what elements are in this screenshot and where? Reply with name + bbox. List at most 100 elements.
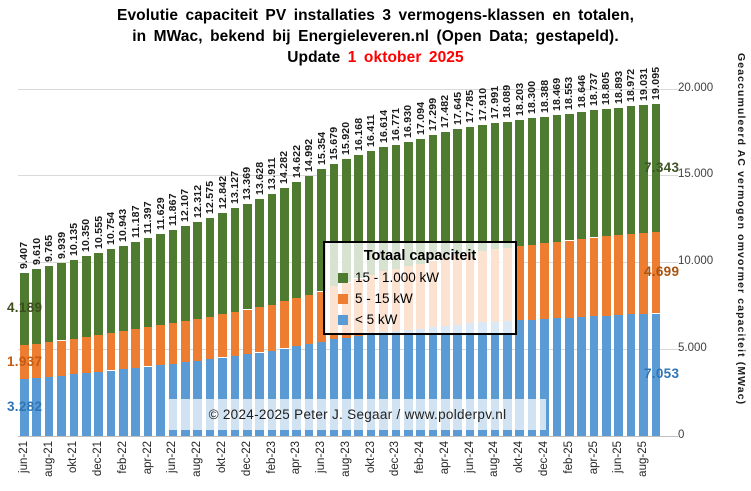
bar-total-label: 18.893 — [612, 70, 625, 104]
bar-segment-lt5kw — [379, 332, 388, 436]
bar-total-label: 10.135 — [67, 222, 80, 256]
bar-segment-5-15kw — [119, 331, 128, 370]
segment-value-label: 7.343 — [644, 159, 680, 175]
chart-title-line3: Update 1 oktober 2025 — [0, 47, 751, 68]
bar-segment-5-15kw — [577, 239, 586, 317]
bar-segment-lt5kw — [453, 324, 463, 436]
x-tick-label: jun-24 — [463, 441, 476, 473]
bar-total-label: 9.407 — [18, 241, 31, 269]
bar-segment-15-1000kw — [32, 269, 41, 344]
bar-total-label: 15.354 — [315, 131, 328, 166]
bar-segment-15-1000kw — [168, 229, 178, 324]
bar-segment-lt5kw — [131, 367, 141, 436]
bar-segment-15-1000kw — [131, 241, 141, 330]
bar-segment-lt5kw — [391, 331, 401, 436]
bar-segment-15-1000kw — [602, 109, 611, 237]
bar-segment-lt5kw — [354, 335, 363, 436]
bar-segment-15-1000kw — [57, 263, 66, 341]
bar-segment-lt5kw — [205, 359, 215, 436]
x-tick-label: dec-22 — [240, 441, 253, 477]
bar-total-label: 18.203 — [513, 82, 526, 116]
bar-total-label: 11.629 — [154, 197, 167, 230]
x-tick-label: okt-24 — [513, 441, 526, 473]
bar-segment-15-1000kw — [94, 252, 103, 335]
bar-segment-15-1000kw — [218, 212, 227, 315]
bar-segment-lt5kw — [366, 333, 376, 436]
bar-segment-15-1000kw — [515, 119, 524, 246]
bar-segment-5-15kw — [44, 342, 54, 377]
bar-segment-lt5kw — [589, 316, 599, 436]
bar-total-label: 10.555 — [92, 215, 105, 249]
bar-total-label: 9.610 — [30, 237, 43, 265]
bar-total-label: 18.469 — [550, 77, 563, 112]
bar-total-label: 17.645 — [451, 92, 464, 126]
bar-total-label: 13.369 — [241, 166, 254, 200]
bar-segment-5-15kw — [20, 345, 29, 379]
bar-segment-15-1000kw — [280, 187, 289, 302]
bar-total-label: 16.411 — [365, 114, 378, 147]
bar-segment-lt5kw — [441, 325, 450, 436]
legend-item-label: 5 - 15 kW — [355, 291, 413, 306]
bar-segment-15-1000kw — [503, 121, 512, 248]
bar-segment-15-1000kw — [181, 225, 190, 321]
x-tick-label: dec-24 — [538, 441, 550, 477]
bar-segment-lt5kw — [242, 354, 252, 436]
bar-total-label: 18.737 — [588, 73, 600, 107]
bar-segment-lt5kw — [552, 318, 562, 436]
bar-segment-5-15kw — [515, 246, 524, 321]
bar-segment-5-15kw — [193, 319, 202, 361]
y-tick-label: 15.000 — [678, 168, 714, 181]
bar-total-label: 18.089 — [501, 84, 514, 118]
bar-total-label: 15.679 — [327, 126, 340, 160]
y-axis-title: Geaccumuleerd AC vermogen omvormer capac… — [735, 53, 747, 406]
bar-segment-lt5kw — [490, 321, 500, 436]
bar-segment-5-15kw — [267, 304, 277, 351]
bar-segment-15-1000kw — [428, 135, 438, 261]
bar-segment-5-15kw — [106, 333, 116, 371]
bar-segment-15-1000kw — [527, 118, 537, 245]
bar-segment-5-15kw — [32, 343, 41, 378]
bar-segment-15-1000kw — [490, 123, 500, 250]
x-tick-label: jun-25 — [612, 441, 625, 473]
bar-total-label: 17.991 — [488, 86, 501, 120]
bar-segment-lt5kw — [465, 323, 475, 436]
bar-segment-lt5kw — [577, 316, 586, 436]
bar-segment-lt5kw — [527, 319, 537, 436]
chart-title-line1: Evolutie capaciteit PV installaties 3 ve… — [117, 7, 634, 24]
gridline — [18, 88, 678, 90]
bar-total-label: 12.842 — [216, 175, 229, 209]
bar-total-label: 18.805 — [600, 71, 613, 106]
legend-item-label: 15 - 1.000 kW — [355, 270, 440, 285]
x-tick-label: okt-22 — [216, 441, 228, 473]
x-tick-label: okt-23 — [364, 441, 377, 473]
x-tick-label: aug-22 — [191, 441, 204, 477]
x-tick-label: apr-24 — [438, 441, 451, 475]
x-tick-label: feb-25 — [562, 441, 575, 474]
bar-segment-lt5kw — [614, 315, 624, 436]
bar-segment-lt5kw — [230, 355, 240, 436]
y-tick-label: 20.000 — [678, 81, 714, 94]
bar-segment-15-1000kw — [119, 245, 128, 332]
bar-segment-lt5kw — [639, 313, 648, 436]
bar-total-label: 12.107 — [179, 188, 192, 222]
bar-segment-lt5kw — [69, 374, 79, 436]
y-tick-label: 10.000 — [678, 255, 714, 268]
bar-segment-15-1000kw — [354, 155, 363, 279]
bar-segment-15-1000kw — [255, 199, 264, 308]
bar-segment-5-15kw — [614, 235, 624, 315]
x-tick-label: feb-24 — [414, 441, 427, 474]
bar-segment-15-1000kw — [156, 233, 165, 326]
update-label: Update — [287, 49, 348, 66]
bar-total-label: 12.312 — [191, 184, 204, 219]
bar-total-label: 16.771 — [389, 107, 402, 141]
x-tick-label: jun-23 — [315, 441, 327, 473]
bar-total-label: 11.867 — [166, 193, 179, 226]
bar-segment-5-15kw — [156, 325, 165, 366]
bar-total-label: 10.350 — [80, 218, 93, 253]
bar-segment-15-1000kw — [69, 259, 79, 339]
bar-segment-5-15kw — [280, 301, 289, 349]
bar-segment-lt5kw — [651, 313, 661, 436]
x-axis-line — [18, 436, 678, 437]
